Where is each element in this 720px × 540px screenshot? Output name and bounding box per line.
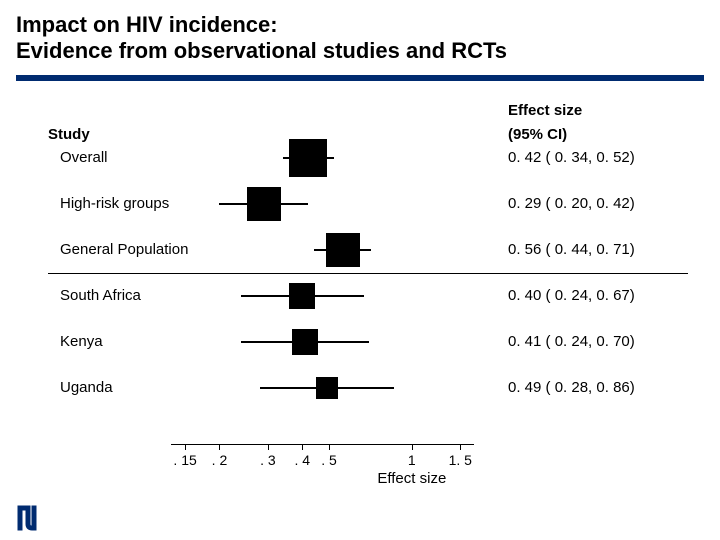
title-underline (16, 75, 704, 81)
effect-value: 0. 41 ( 0. 24, 0. 70) (508, 333, 635, 350)
x-axis-tick (185, 444, 186, 450)
column-header-study: Study (48, 126, 90, 143)
effect-value: 0. 56 ( 0. 44, 0. 71) (508, 241, 635, 258)
x-axis-tick-label: . 4 (295, 452, 311, 468)
column-header-effect-size: Effect size (508, 102, 582, 119)
x-axis-tick (268, 444, 269, 450)
x-axis-tick-label: . 15 (173, 452, 196, 468)
point-estimate-marker (316, 377, 338, 399)
effect-value: 0. 29 ( 0. 20, 0. 42) (508, 195, 635, 212)
x-axis-tick-label: . 3 (260, 452, 276, 468)
x-axis-tick (302, 444, 303, 450)
title-line-1: Impact on HIV incidence: (16, 12, 704, 38)
study-label: South Africa (60, 287, 141, 304)
x-axis-tick (412, 444, 413, 450)
x-axis-tick-label: . 5 (321, 452, 337, 468)
x-axis-tick (329, 444, 330, 450)
x-axis-tick-label: 1. 5 (449, 452, 472, 468)
study-label: Kenya (60, 333, 103, 350)
point-estimate-marker (326, 233, 360, 267)
slide-title: Impact on HIV incidence: Evidence from o… (0, 0, 720, 71)
effect-value: 0. 49 ( 0. 28, 0. 86) (508, 379, 635, 396)
column-header-ci: (95% CI) (508, 126, 567, 143)
x-axis-tick (219, 444, 220, 450)
study-label: Overall (60, 149, 108, 166)
point-estimate-marker (292, 329, 318, 355)
x-axis-tick-label: . 2 (212, 452, 228, 468)
x-axis-tick (460, 444, 461, 450)
x-axis-title: Effect size (377, 470, 446, 487)
point-estimate-marker (289, 283, 315, 309)
point-estimate-marker (289, 139, 327, 177)
study-label: Uganda (60, 379, 113, 396)
logo-icon (16, 502, 58, 534)
study-label: General Population (60, 241, 188, 258)
x-axis-tick-label: 1 (408, 452, 416, 468)
group-divider (48, 273, 688, 274)
effect-value: 0. 40 ( 0. 24, 0. 67) (508, 287, 635, 304)
study-label: High-risk groups (60, 195, 169, 212)
effect-value: 0. 42 ( 0. 34, 0. 52) (508, 149, 635, 166)
x-axis-line (171, 444, 474, 445)
title-line-2: Evidence from observational studies and … (16, 38, 704, 64)
forest-plot: Study Effect size (95% CI) Overall 0. 42 … (48, 88, 688, 508)
point-estimate-marker (247, 187, 281, 221)
